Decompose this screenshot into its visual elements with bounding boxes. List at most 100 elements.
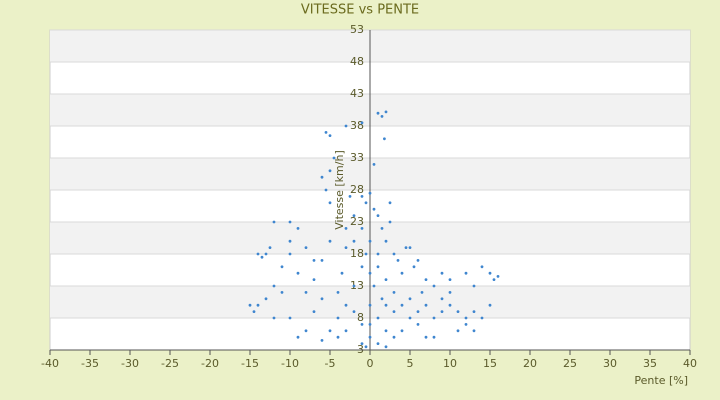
x-tick-label: 25 [563,357,577,370]
point [440,310,444,313]
point [368,303,372,307]
point [360,195,364,198]
point [348,195,352,198]
point [328,201,332,205]
point [252,310,256,313]
point [296,335,300,339]
point [472,329,476,333]
point [272,316,276,320]
point [432,335,436,339]
x-tick-label: 5 [407,357,414,370]
point [412,265,416,269]
point [392,335,396,339]
x-tick-label: -20 [201,357,219,370]
point [384,345,388,349]
point [384,329,388,333]
point [464,323,468,326]
point [272,220,276,224]
chart-title: VITESSE vs PENTE [301,3,419,18]
x-tick-label: -15 [241,357,259,370]
x-tick-label: 15 [483,357,497,370]
point [400,271,404,275]
point [416,323,420,326]
point [472,284,476,288]
point [424,335,428,339]
y-tick-label: 53 [350,23,364,36]
point [424,303,428,307]
point [324,131,328,134]
y-tick-label: 33 [350,151,364,164]
point [440,271,444,275]
point [296,227,300,230]
point [376,342,380,345]
point [376,111,380,115]
point [432,284,436,288]
point [488,271,492,275]
x-tick-label: -35 [81,357,99,370]
point [372,284,376,288]
x-tick-label: 35 [643,357,657,370]
point [384,303,388,307]
point [320,259,324,262]
point [388,220,392,224]
point [376,214,380,218]
point [392,291,396,294]
point [383,137,386,141]
point [408,246,412,250]
x-tick-label: -30 [121,357,139,370]
point [260,255,264,259]
point [328,169,332,173]
point [360,121,364,125]
point [288,316,292,320]
point [332,156,336,160]
point [464,316,468,320]
x-tick-label: 30 [603,357,617,370]
point [448,303,452,307]
point [344,124,348,128]
point [312,278,316,281]
point [256,252,260,256]
point [480,265,484,269]
y-tick-label: 13 [350,279,364,292]
point [280,265,284,269]
point [396,259,400,262]
point [404,246,408,250]
point [360,323,364,326]
point [312,259,316,262]
point [368,271,372,275]
point [248,303,252,307]
y-tick-label: 28 [350,183,364,196]
point [364,345,368,349]
point [368,239,372,243]
point [320,339,324,342]
point [376,316,380,320]
point [368,191,372,195]
x-tick-label: -10 [281,357,299,370]
point [336,291,340,294]
point [440,297,444,301]
point [400,303,404,307]
point [464,271,468,275]
point [296,271,300,275]
point [496,275,500,278]
point [360,227,364,230]
point [272,284,276,288]
point [480,316,484,320]
point [388,201,392,205]
point [408,316,412,320]
point [392,310,396,313]
point [368,335,372,339]
point [304,329,308,333]
point [432,316,436,320]
point [328,239,332,243]
point [376,265,380,269]
point [352,239,356,243]
point [456,310,460,313]
point [288,252,292,256]
x-tick-label: -40 [41,357,59,370]
point [360,265,364,269]
point [384,239,388,243]
point [324,188,328,192]
point [344,227,348,230]
